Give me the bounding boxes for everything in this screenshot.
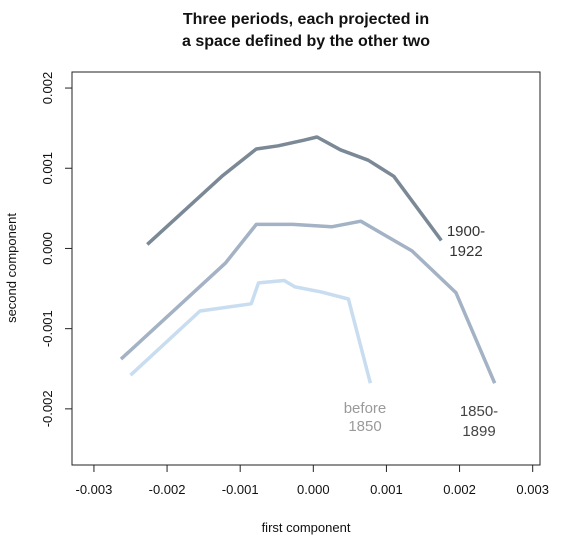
x-tick-label: 0.003 (516, 482, 549, 497)
series-line-before1850 (129, 278, 373, 384)
series-label: 1922 (449, 243, 482, 260)
x-tick-label: -0.003 (76, 482, 113, 497)
series-label: 1850 (348, 418, 381, 435)
chart-title-line-2: a space defined by the other two (182, 33, 430, 50)
y-tick-label: -0.001 (40, 310, 55, 347)
y-axis-label: second component (4, 213, 19, 323)
x-axis-label: first component (262, 520, 351, 535)
series-label: 1850- (460, 403, 498, 420)
x-axis: -0.003 -0.002 -0.001 0.000 0.001 0.002 0.003 (76, 465, 549, 497)
x-tick-label: -0.001 (222, 482, 259, 497)
series-lines (119, 135, 497, 384)
y-axis: -0.002 -0.001 0.000 0.001 0.002 (40, 72, 72, 427)
x-tick-label: 0.000 (297, 482, 330, 497)
series-label: before (344, 400, 387, 417)
y-tick-label: -0.002 (40, 390, 55, 427)
series-line-1900-1922 (146, 135, 443, 246)
y-tick-label: 0.002 (40, 72, 55, 105)
x-tick-label: 0.001 (370, 482, 403, 497)
y-tick-label: 0.000 (40, 232, 55, 265)
series-label: 1899 (462, 423, 495, 440)
series-label: 1900- (447, 223, 485, 240)
plot-frame (71, 71, 541, 466)
series-line-1850-1899 (119, 219, 497, 384)
chart-title-line-1: Three periods, each projected in (183, 11, 429, 28)
x-tick-label: 0.002 (443, 482, 476, 497)
y-tick-label: 0.001 (40, 152, 55, 185)
x-tick-label: -0.002 (149, 482, 186, 497)
